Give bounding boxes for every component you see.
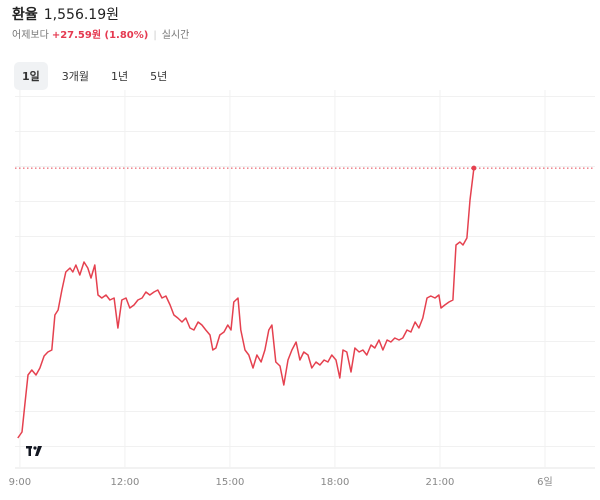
tab[interactable]: 1일	[14, 62, 48, 90]
x-tick-label: 12:00	[110, 477, 139, 488]
price-line	[17, 168, 475, 439]
horizontal-grid	[15, 90, 595, 460]
tv-logo	[26, 446, 42, 456]
compare-label: 어제보다	[12, 30, 49, 41]
separator: |	[153, 30, 157, 41]
change-row: 어제보다 +27.59원 (1.80%) | 실시간	[12, 26, 189, 41]
tab[interactable]: 3개월	[61, 70, 90, 83]
realtime: 실시간	[161, 30, 190, 41]
x-tick-label: 15:00	[216, 477, 245, 488]
x-tick-label: 18:00	[321, 477, 350, 488]
tab[interactable]: 1년	[111, 70, 129, 83]
tab[interactable]: 5년	[150, 70, 168, 83]
x-tick-label: 6일	[537, 476, 553, 488]
x-tick-label: 21:00	[426, 477, 455, 488]
price: 1,556.19원	[43, 7, 119, 23]
header: 환율 1,556.19원	[12, 4, 119, 24]
last-point	[471, 165, 477, 171]
change: +27.59원 (1.80%)	[51, 30, 149, 41]
period-tabs: 1일 3개월 1년 5년	[14, 62, 175, 90]
x-tick-label: 9:00	[9, 477, 31, 488]
title: 환율	[12, 7, 38, 23]
